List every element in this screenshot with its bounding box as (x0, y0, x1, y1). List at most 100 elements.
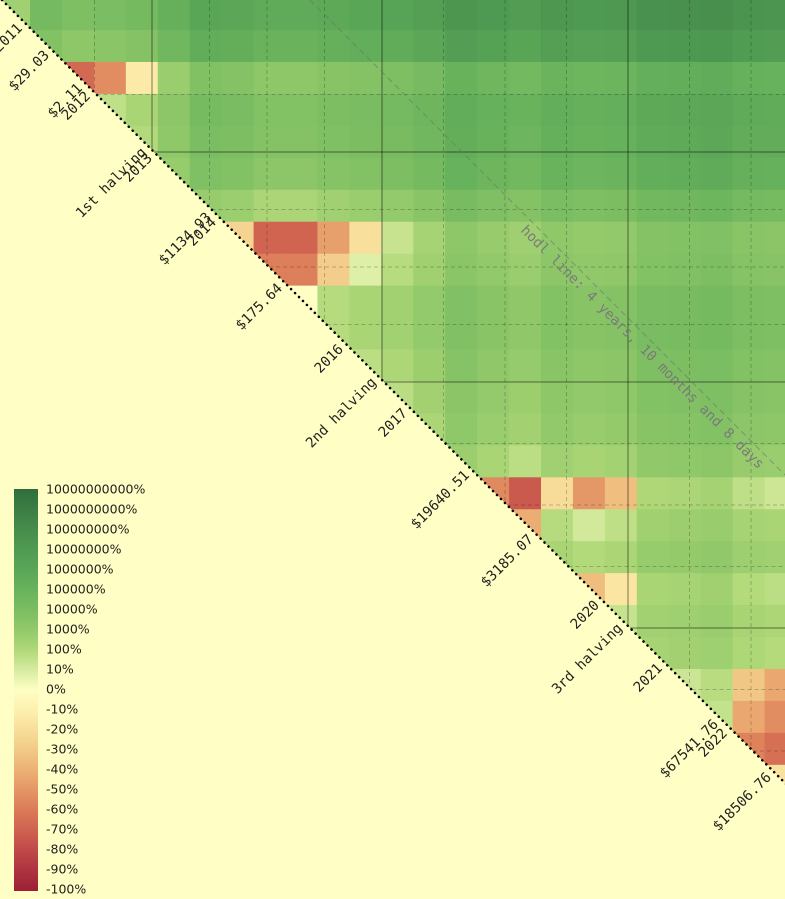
heatmap-cell (541, 189, 574, 223)
colorbar-label: -10% (46, 702, 78, 717)
heatmap-cell (668, 541, 702, 574)
heatmap-cell (253, 93, 287, 127)
heatmap-cell (317, 157, 350, 191)
heatmap-cell (604, 349, 638, 382)
heatmap-cell (413, 30, 446, 63)
heatmap-cell (189, 30, 223, 63)
heatmap-cell (509, 349, 542, 382)
heatmap-cell (604, 0, 638, 31)
heatmap-cell (764, 125, 785, 159)
heatmap-cell (668, 61, 702, 95)
heatmap-cell (764, 668, 785, 702)
heatmap-cell (636, 605, 670, 638)
heatmap-cell (636, 93, 670, 127)
heatmap-cell (445, 285, 478, 319)
heatmap-cell (221, 93, 255, 127)
heatmap-cell (477, 253, 510, 287)
heatmap-cell (572, 61, 606, 95)
heatmap-cell (509, 125, 542, 159)
heatmap-cell (732, 253, 766, 287)
heatmap-cell (764, 381, 785, 414)
heatmap-cell (668, 477, 702, 510)
heatmap-cell (413, 317, 446, 351)
heatmap-cell (700, 0, 734, 31)
heatmap-cell (477, 61, 510, 95)
heatmap-cell (700, 253, 734, 287)
heatmap-cell (700, 93, 734, 127)
heatmap-cell (636, 381, 670, 414)
heatmap-cell (636, 61, 670, 95)
heatmap-cell (317, 221, 350, 255)
heatmap-cell (764, 61, 785, 95)
heatmap-cell (572, 253, 606, 287)
heatmap-cell (700, 573, 734, 606)
heatmap-cell (764, 253, 785, 287)
heatmap-cell (700, 605, 734, 638)
heatmap-cell (668, 125, 702, 159)
heatmap-cell (541, 221, 574, 255)
heatmap-cell (764, 477, 785, 510)
heatmap-cell (732, 125, 766, 159)
heatmap-cell (541, 125, 574, 159)
heatmap-cell (413, 157, 446, 191)
heatmap-cell (668, 605, 702, 638)
colorbar-label: -60% (46, 802, 78, 817)
colorbar-label: -100% (46, 882, 86, 897)
heatmap-cell (317, 93, 350, 127)
heatmap-cell (413, 0, 446, 31)
heatmap-cell (253, 61, 287, 95)
legend: 10000000000% 1000000000% 100000000% 1000000… (46, 482, 145, 897)
heatmap-cell (700, 189, 734, 223)
heatmap-cell (764, 93, 785, 127)
heatmap-cell (764, 0, 785, 31)
colorbar-label: 1000000% (46, 562, 114, 577)
colorbar-label: 10000000% (46, 542, 122, 557)
heatmap-cell (285, 157, 318, 191)
colorbar-label: 100000000% (46, 522, 130, 537)
heatmap-cell (157, 93, 191, 127)
heatmap-cell (541, 30, 574, 63)
heatmap-cell (604, 381, 638, 414)
heatmap-cell (604, 413, 638, 446)
heatmap-cell (764, 445, 785, 478)
heatmap-cell (700, 541, 734, 574)
heatmap-cell (604, 445, 638, 478)
heatmap-cell (636, 573, 670, 606)
heatmap-cell (572, 445, 606, 478)
heatmap-cell (700, 285, 734, 319)
heatmap-cell (732, 445, 766, 478)
heatmap-cell (668, 637, 702, 670)
heatmap-cell (157, 30, 191, 63)
colorbar-label: 10000000000% (46, 482, 145, 497)
heatmap-cell (61, 30, 95, 63)
heatmap-cell (572, 30, 606, 63)
heatmap-cell (604, 541, 638, 574)
heatmap-cell (636, 157, 670, 191)
heatmap-cell (93, 61, 127, 95)
colorbar-label: -20% (46, 722, 78, 737)
heatmap-cell (189, 61, 223, 95)
heatmap-cell (604, 125, 638, 159)
colorbar-label: 10000% (46, 602, 98, 617)
heatmap-cell (572, 541, 606, 574)
heatmap-cell (668, 317, 702, 351)
colorbar-label: 1000% (46, 622, 90, 637)
heatmap-cell (700, 221, 734, 255)
heatmap-cell (509, 285, 542, 319)
heatmap-cell (349, 317, 382, 351)
heatmap-cell (509, 477, 542, 510)
heatmap-cell (349, 125, 382, 159)
heatmap-cell (732, 509, 766, 542)
heatmap-cell (445, 61, 478, 95)
heatmap-cell (381, 0, 414, 31)
heatmap-cell (381, 157, 414, 191)
heatmap-cell (636, 189, 670, 223)
heatmap-cell (764, 157, 785, 191)
heatmap-cell (732, 317, 766, 351)
colorbar-label: -30% (46, 742, 78, 757)
heatmap-cell (381, 221, 414, 255)
heatmap-cell (381, 349, 414, 382)
heatmap-cell (572, 413, 606, 446)
heatmap-cell (636, 0, 670, 31)
heatmap-cell (381, 317, 414, 351)
